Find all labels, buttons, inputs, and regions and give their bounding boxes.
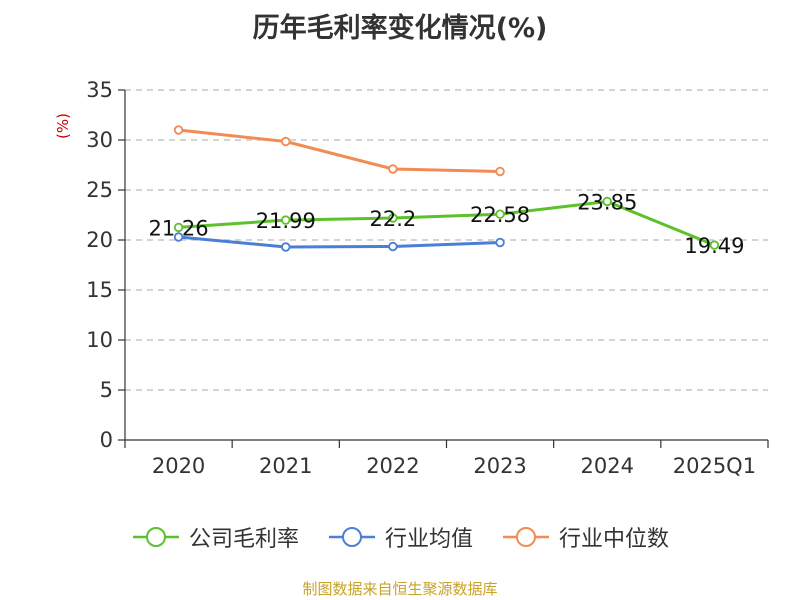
y-tick-label: 25 xyxy=(86,178,113,202)
y-tick-label: 0 xyxy=(100,428,113,452)
y-tick-label: 15 xyxy=(86,278,113,302)
legend-marker xyxy=(341,527,362,547)
series-line xyxy=(178,128,501,173)
series-line xyxy=(178,200,715,247)
data-label: 22.2 xyxy=(370,207,417,231)
x-tick-label: 2021 xyxy=(259,454,312,478)
data-point xyxy=(281,136,291,147)
data-point xyxy=(388,241,398,252)
x-tick-label: 2024 xyxy=(581,454,634,478)
legend-item[interactable]: 行业均值 xyxy=(327,521,473,553)
data-label: 22.58 xyxy=(470,203,530,227)
data-point xyxy=(281,242,291,252)
y-axis-label: (%) xyxy=(54,113,72,139)
legend-marker xyxy=(145,527,166,547)
data-label: 23.85 xyxy=(577,191,637,215)
x-tick-label: 2023 xyxy=(473,454,526,478)
legend-swatch xyxy=(132,527,179,547)
y-tick-label: 30 xyxy=(86,128,113,152)
data-label: 21.99 xyxy=(256,209,316,233)
legend: 公司毛利率 行业均值 行业中位数 xyxy=(0,520,800,554)
legend-item[interactable]: 公司毛利率 xyxy=(131,521,299,553)
x-tick-label: 2022 xyxy=(366,454,419,478)
data-point xyxy=(709,240,720,250)
data-point xyxy=(388,213,398,223)
legend-label: 行业中位数 xyxy=(559,527,670,552)
data-label: 19.49 xyxy=(684,234,744,258)
data-point xyxy=(281,215,291,225)
data-point xyxy=(173,125,184,135)
legend-label: 公司毛利率 xyxy=(188,527,299,552)
data-point xyxy=(388,164,398,174)
source-note: 制图数据来自恒生聚源数据库 xyxy=(302,580,498,598)
legend-marker xyxy=(516,527,536,547)
legend-swatch xyxy=(328,527,375,547)
y-tick-label: 5 xyxy=(100,378,113,402)
data-point xyxy=(173,232,184,242)
legend-swatch xyxy=(503,527,549,547)
data-point xyxy=(602,196,612,207)
y-tick-label: 20 xyxy=(86,228,113,252)
data-point xyxy=(495,237,505,248)
y-tick-label: 10 xyxy=(86,328,113,352)
x-tick-label: 2025Q1 xyxy=(673,454,756,478)
x-tick-label: 2020 xyxy=(152,454,205,478)
data-point xyxy=(173,222,184,233)
legend-item[interactable]: 行业中位数 xyxy=(501,521,669,553)
legend-label: 行业均值 xyxy=(384,527,473,552)
chart-title: 历年毛利率变化情况(%) xyxy=(252,13,548,44)
y-tick-label: 35 xyxy=(86,78,113,102)
series-line xyxy=(178,235,501,249)
data-point xyxy=(495,209,505,219)
data-point xyxy=(495,166,505,177)
